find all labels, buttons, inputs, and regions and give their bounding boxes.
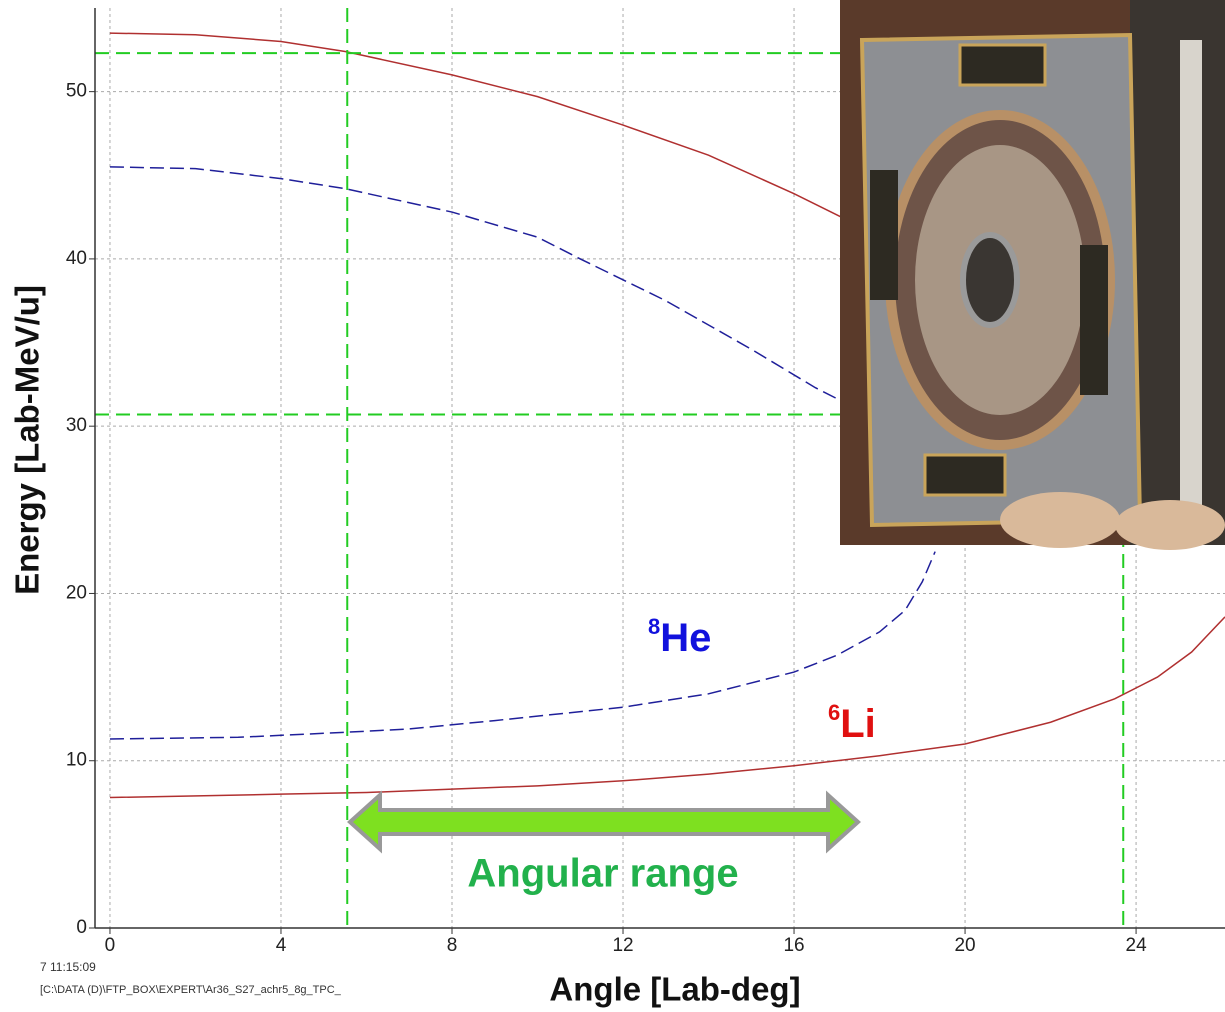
curve <box>109 551 936 740</box>
curve <box>109 166 859 411</box>
symbol: Li <box>840 702 876 746</box>
y-axis-label: Energy [Lab-MeV/u] <box>9 285 46 595</box>
he-label: 8He <box>648 614 711 660</box>
x-tick-label: 20 <box>954 935 975 956</box>
x-axis-label: Angle [Lab-deg] <box>549 971 800 1008</box>
y-tick-label: 10 <box>66 750 87 771</box>
x-tick-label: 24 <box>1126 935 1148 956</box>
x-tick-label: 4 <box>276 935 287 956</box>
curves <box>109 32 1225 799</box>
file-path: [C:\DATA (D)\FTP_BOX\EXPERT\Ar36_S27_ach… <box>40 984 342 996</box>
curve <box>109 616 1225 799</box>
x-tick-label: 8 <box>447 935 458 956</box>
y-tick-label: 50 <box>66 81 87 102</box>
y-tick-label: 30 <box>66 415 87 436</box>
photo <box>840 0 1225 550</box>
y-tick-label: 0 <box>76 917 87 938</box>
x-tick-label: 0 <box>105 935 116 956</box>
curve <box>109 32 859 227</box>
range-arrow <box>347 790 861 854</box>
mass: 6 <box>828 700 840 725</box>
mass: 8 <box>648 614 660 639</box>
range-label: Angular range <box>467 852 738 896</box>
symbol: He <box>660 616 711 660</box>
timestamp: 7 11:15:09 <box>40 960 96 974</box>
x-tick-label: 16 <box>783 935 804 956</box>
grid: 0 4 8 12 16 20 24 0 10 20 30 40 50 <box>66 8 1225 956</box>
y-tick-label: 20 <box>66 582 87 603</box>
li-label: 6Li <box>828 700 876 746</box>
x-tick-label: 12 <box>612 935 633 956</box>
y-tick-label: 40 <box>66 248 87 269</box>
